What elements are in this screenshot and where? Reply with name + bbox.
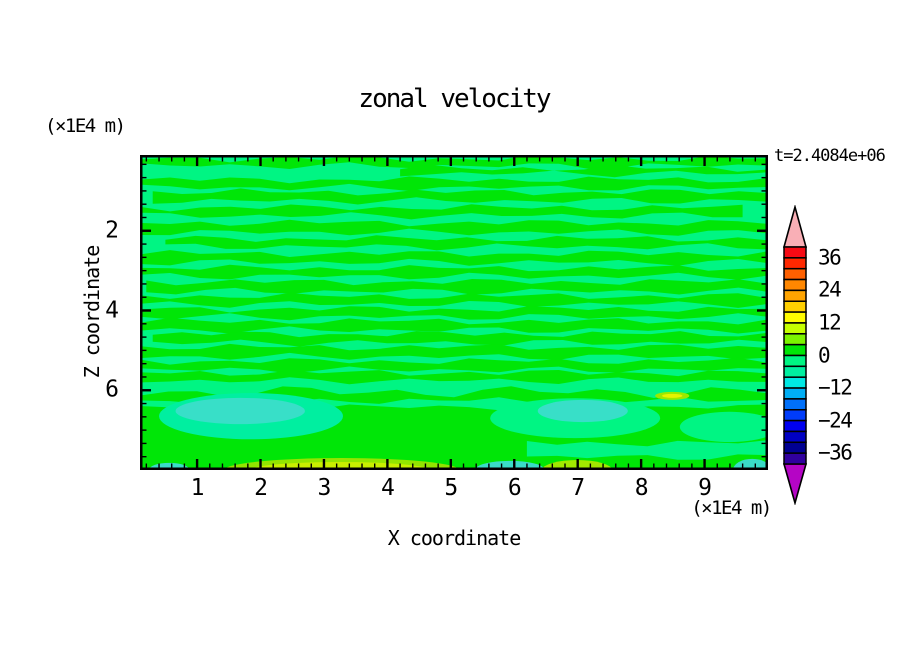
x-tick-label: 2 xyxy=(254,475,268,501)
contour-streak xyxy=(152,188,766,205)
contour-streak xyxy=(142,306,766,321)
contour-blob xyxy=(662,393,683,398)
colorbar-tick-label: 0 xyxy=(818,343,831,367)
z-tick-label: 2 xyxy=(105,217,119,244)
contour-streak xyxy=(142,317,766,334)
colorbar-segment xyxy=(783,387,807,400)
colorbar-tick-label: −36 xyxy=(818,440,853,465)
contour-streak xyxy=(142,292,766,308)
x-axis-unit-label: (×1E4 m) xyxy=(691,497,772,519)
colorbar-segment xyxy=(783,257,807,270)
contour-streak xyxy=(142,176,766,191)
z-axis-unit-label: (×1E4 m) xyxy=(45,115,126,137)
colorbar-segment xyxy=(783,419,807,433)
x-tick-label: 1 xyxy=(190,475,205,501)
time-annotation: t=2.4084e+06 xyxy=(774,146,886,166)
contour-blob xyxy=(175,397,305,425)
axis-ticks xyxy=(142,157,766,468)
colorbar-segment xyxy=(783,322,807,335)
colorbar-segment xyxy=(783,343,807,357)
contour-streak xyxy=(142,343,766,360)
colorbar-segment xyxy=(783,333,807,346)
x-tick-label: 9 xyxy=(698,475,712,501)
colorbar-segment xyxy=(783,289,807,303)
boundary-streak xyxy=(733,458,766,468)
z-tick-label: 4 xyxy=(105,297,119,323)
colorbar-segment xyxy=(783,267,807,281)
contour-streak xyxy=(142,204,743,220)
colorbar-segment xyxy=(783,452,807,465)
contour-streak xyxy=(146,279,766,295)
contour-streak xyxy=(142,370,766,385)
colorbar-segment xyxy=(783,311,807,324)
colorbar-segment xyxy=(783,441,807,454)
colorbar-segment xyxy=(783,398,807,411)
contour-blob xyxy=(679,411,766,443)
colorbar-over-arrow xyxy=(782,205,808,248)
contour-streak xyxy=(142,357,766,374)
colorbar-segment xyxy=(783,300,807,313)
colorbar-tick-label: 24 xyxy=(818,277,842,302)
colorbar-segment xyxy=(783,278,807,292)
chart-title: zonal velocity xyxy=(358,84,551,114)
contour-field xyxy=(142,157,766,468)
x-tick-label: 8 xyxy=(634,475,649,501)
contour-streak xyxy=(142,219,766,236)
plot-border xyxy=(140,155,768,470)
colorbar-segment xyxy=(783,365,807,378)
contour-plot-area xyxy=(140,155,768,470)
colorbar xyxy=(782,205,808,505)
contour-streak xyxy=(165,235,766,251)
x-axis-title: X coordinate xyxy=(387,526,521,550)
colorbar-tick-label: 36 xyxy=(818,245,842,270)
colorbar-tick-label: −12 xyxy=(818,375,853,400)
colorbar-segment xyxy=(783,376,807,389)
x-tick-label: 5 xyxy=(444,475,458,501)
colorbar-segment xyxy=(783,409,807,422)
contour-streak xyxy=(400,164,766,178)
contour-streak xyxy=(142,264,766,280)
contour-streak xyxy=(526,440,766,460)
x-tick-label: 6 xyxy=(507,475,522,501)
colorbar-segment xyxy=(783,354,807,368)
x-tick-label: 4 xyxy=(380,475,395,501)
colorbar-segment xyxy=(783,430,807,444)
contour-streak xyxy=(152,331,766,347)
x-tick-label: 7 xyxy=(571,475,585,501)
colorbar-segment xyxy=(783,246,807,259)
contour-blob xyxy=(537,399,628,423)
x-tick-label: 3 xyxy=(317,475,332,501)
colorbar-under-arrow xyxy=(782,463,808,505)
boundary-streak xyxy=(252,462,427,468)
colorbar-tick-label: −24 xyxy=(818,408,853,433)
contour-streak xyxy=(142,250,766,266)
colorbar-tick-label: 12 xyxy=(818,310,842,335)
z-tick-label: 6 xyxy=(105,376,119,403)
